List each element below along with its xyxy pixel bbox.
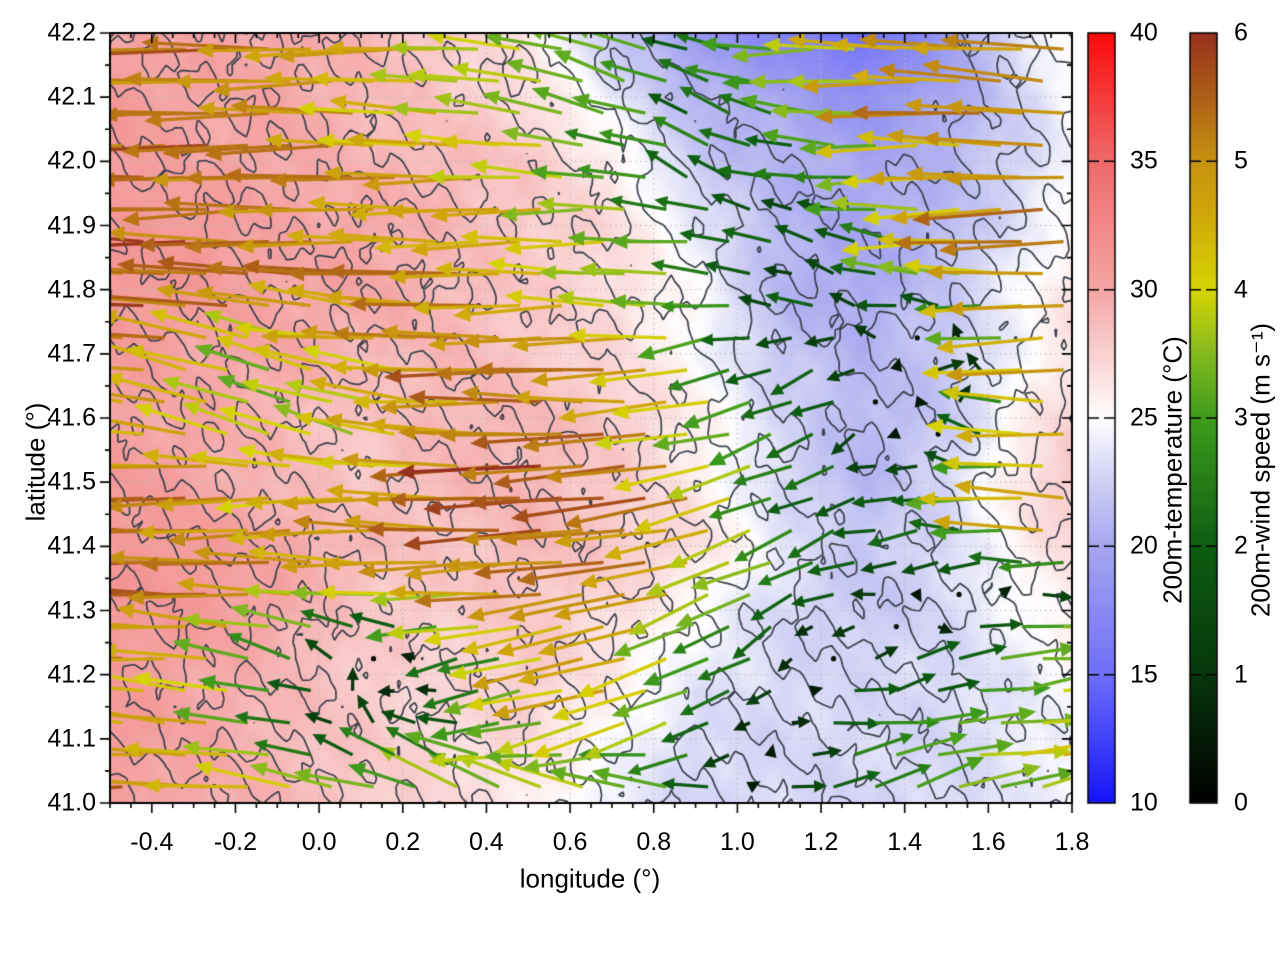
y-tick-label: 41.1 [47,724,96,753]
x-tick-label: 0.6 [552,828,588,856]
temperature-colorbar-tick-label: 10 [1130,788,1158,817]
x-axis-title: longitude (°) [519,863,661,894]
y-tick-label: 41.7 [47,339,96,368]
windspeed-colorbar-tick-label: 3 [1234,403,1248,432]
temperature-colorbar-tick-label: 20 [1130,531,1158,560]
y-tick-label: 41.8 [47,275,96,304]
y-tick-label: 41.0 [47,788,96,817]
x-tick-label: 1.0 [720,828,755,856]
windspeed-colorbar-tick-label: 5 [1234,146,1248,175]
x-tick-label: 1.6 [970,828,1006,856]
y-tick-label: 41.2 [47,660,96,689]
x-tick-label: 0.8 [636,828,672,856]
y-tick-label: 41.4 [47,531,96,560]
windspeed-colorbar-tick-label: 2 [1234,531,1248,560]
y-tick-label: 41.5 [47,467,96,496]
temperature-colorbar-tick-label: 30 [1130,275,1158,304]
y-tick-label: 41.3 [47,596,96,624]
windspeed-colorbar-tick-label: 0 [1234,788,1248,817]
temperature-colorbar-tick-label: 40 [1130,18,1158,47]
y-tick-label: 41.6 [47,403,96,432]
temperature-colorbar-title: 200m-temperature (°C) [1157,336,1188,604]
x-tick-label: 1.4 [887,828,923,856]
temperature-colorbar-tick-label: 25 [1130,403,1158,432]
x-tick-label: 0.2 [385,828,421,856]
x-tick-label: 1.2 [803,828,839,856]
temperature-colorbar-tick-label: 35 [1130,146,1158,175]
windspeed-colorbar-tick-label: 4 [1234,275,1248,304]
y-tick-label: 42.2 [47,18,96,47]
windspeed-colorbar-tick-label: 1 [1234,660,1248,689]
x-tick-label: 1.8 [1054,828,1090,856]
temperature-colorbar-tick-label: 15 [1130,660,1158,689]
y-tick-label: 41.9 [47,211,96,239]
x-tick-label: -0.2 [213,828,258,856]
x-tick-label: 0.0 [301,828,337,856]
x-tick-label: 0.4 [469,828,504,856]
windspeed-colorbar-tick-label: 6 [1234,18,1248,47]
x-tick-label: -0.4 [130,828,174,856]
y-tick-label: 42.0 [47,146,96,175]
windspeed-colorbar-title: 200m-wind speed (m s⁻¹) [1245,322,1276,618]
y-tick-label: 42.1 [47,82,96,111]
